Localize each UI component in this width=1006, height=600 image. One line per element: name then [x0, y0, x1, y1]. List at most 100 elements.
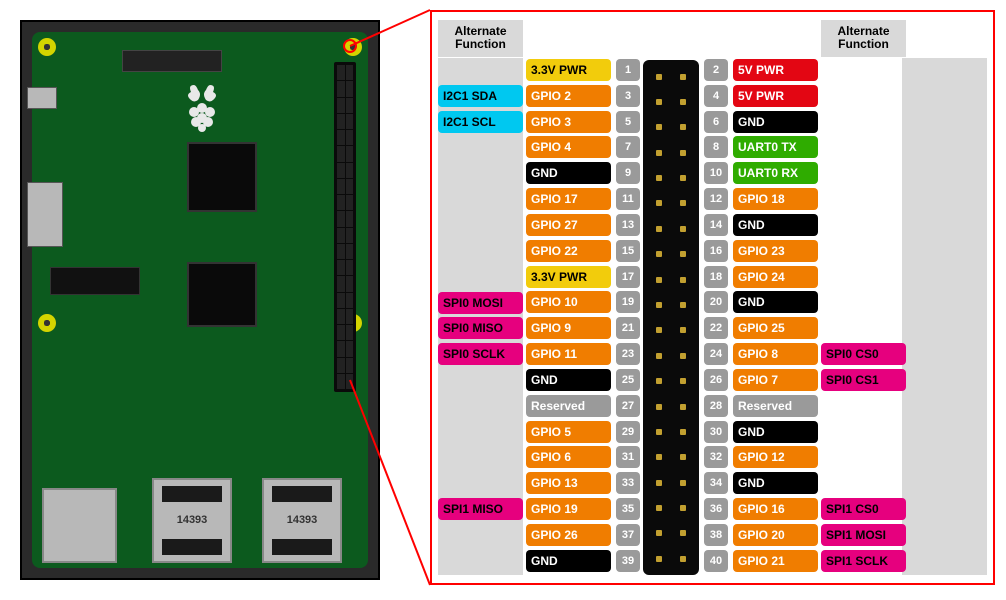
func-pill: GPIO 3 [526, 111, 611, 133]
func-cell: GPIO 21 [733, 549, 818, 572]
func-pill: GPIO 21 [733, 550, 818, 572]
spacer [526, 20, 611, 58]
pin-number: 17 [616, 266, 640, 288]
col-alt-left: Alternate Function I2C1 SDAI2C1 SCLSPI0 … [438, 20, 523, 575]
func-pill: GND [733, 291, 818, 313]
func-pill: 3.3V PWR [526, 59, 611, 81]
pinout-panel: Alternate Function I2C1 SDAI2C1 SCLSPI0 … [430, 10, 995, 585]
func-pill: 5V PWR [733, 59, 818, 81]
alt-pill: SPI0 MISO [438, 317, 523, 339]
func-cell: 5V PWR [733, 58, 818, 81]
func-pill: GPIO 20 [733, 524, 818, 546]
pin-number: 26 [704, 369, 728, 391]
pinout-columns: Alternate Function I2C1 SDAI2C1 SCLSPI0 … [438, 20, 987, 575]
func-pill: GPIO 11 [526, 343, 611, 365]
func-cell: GND [733, 213, 818, 236]
func-cell: GPIO 12 [733, 446, 818, 469]
num-cell: 38 [704, 523, 730, 546]
pin-number: 37 [616, 524, 640, 546]
num-cell: 40 [704, 549, 730, 572]
pcb: 14393 14393 [32, 32, 368, 568]
func-pill: GPIO 24 [733, 266, 818, 288]
alt-cell [821, 162, 906, 185]
func-pill: GND [526, 550, 611, 572]
alt-header-right: Alternate Function [821, 20, 906, 57]
num-cell: 12 [704, 188, 730, 211]
alt-pill: SPI0 SCLK [438, 343, 523, 365]
func-cell: GPIO 7 [733, 368, 818, 391]
alt-cell [821, 291, 906, 314]
func-cell: GPIO 26 [526, 523, 611, 546]
func-pill: GND [733, 421, 818, 443]
func-pill: GPIO 17 [526, 188, 611, 210]
usb-date-label: 14393 [287, 514, 318, 526]
usb-port: 14393 [262, 478, 342, 563]
func-pill: UART0 TX [733, 136, 818, 158]
alt-pill: I2C1 SCL [438, 111, 523, 133]
col-num-left: 13579111315171921232527293133353739 [614, 20, 640, 575]
num-cell: 6 [704, 110, 730, 133]
ram-chip [187, 262, 257, 327]
func-cell: GND [733, 472, 818, 495]
pin-number: 10 [704, 162, 728, 184]
func-pill: GPIO 23 [733, 240, 818, 262]
func-pill: GPIO 8 [733, 343, 818, 365]
col-header-visual [643, 20, 701, 575]
num-cell: 4 [704, 84, 730, 107]
num-cell: 1 [614, 58, 640, 81]
num-cell: 19 [614, 291, 640, 314]
alt-cell [821, 265, 906, 288]
func-cell: GPIO 16 [733, 497, 818, 520]
alt-cell [438, 446, 523, 469]
alt-cell [821, 446, 906, 469]
alt-pill: SPI1 MOSI [821, 524, 906, 546]
spacer [733, 20, 818, 58]
func-pill: GPIO 2 [526, 85, 611, 107]
pin-number: 11 [616, 188, 640, 210]
pin-number: 32 [704, 446, 728, 468]
num-cell: 39 [614, 549, 640, 572]
pin-number: 3 [616, 85, 640, 107]
func-pill: GPIO 7 [733, 369, 818, 391]
alt-cell [438, 549, 523, 572]
spacer [614, 20, 640, 58]
func-pill: GPIO 4 [526, 136, 611, 158]
camera-connector [50, 267, 140, 295]
alt-cell: SPI0 CS1 [821, 369, 906, 392]
alt-cell [438, 188, 523, 211]
func-cell: GPIO 18 [733, 188, 818, 211]
pin-number: 14 [704, 214, 728, 236]
col-num-right: 246810121416182022242628303234363840 [704, 20, 730, 575]
alt-pill: SPI0 CS0 [821, 343, 906, 365]
num-cell: 34 [704, 472, 730, 495]
num-cell: 16 [704, 239, 730, 262]
alt-cell: SPI0 CS0 [821, 343, 906, 366]
alt-cell: SPI1 MOSI [821, 523, 906, 546]
func-cell: GPIO 5 [526, 420, 611, 443]
func-cell: GPIO 8 [733, 343, 818, 366]
alt-cell [438, 265, 523, 288]
ethernet-port [42, 488, 117, 563]
alt-cell: SPI0 SCLK [438, 343, 523, 366]
alt-cell [821, 136, 906, 159]
pin-number: 29 [616, 421, 640, 443]
num-cell: 29 [614, 420, 640, 443]
pin-number: 7 [616, 136, 640, 158]
num-cell: 9 [614, 162, 640, 185]
alt-cell [438, 369, 523, 392]
col-func-right: 5V PWR5V PWRGNDUART0 TXUART0 RXGPIO 18GN… [733, 20, 818, 575]
num-cell: 37 [614, 523, 640, 546]
num-cell: 32 [704, 446, 730, 469]
alt-cell [438, 239, 523, 262]
alt-cell [438, 523, 523, 546]
func-cell: 3.3V PWR [526, 58, 611, 81]
func-cell: GND [526, 162, 611, 185]
func-cell: GPIO 9 [526, 317, 611, 340]
func-cell: GPIO 2 [526, 84, 611, 107]
func-pill: GND [733, 111, 818, 133]
pin-number: 31 [616, 446, 640, 468]
root: 14393 14393 Alternate Function I2C1 SDAI… [0, 0, 1006, 600]
func-cell: GND [733, 110, 818, 133]
func-pill: GPIO 18 [733, 188, 818, 210]
alt-cell [438, 214, 523, 237]
